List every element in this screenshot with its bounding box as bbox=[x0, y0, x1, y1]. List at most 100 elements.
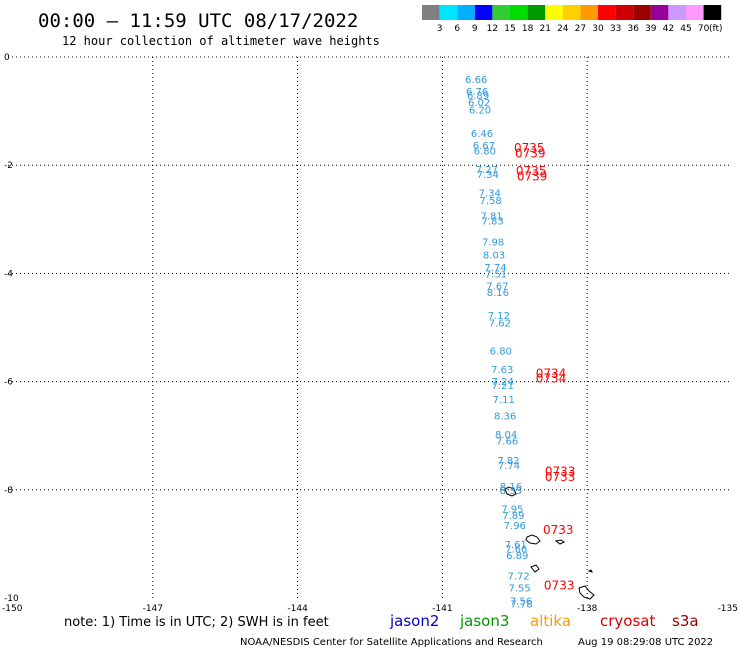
wave-height-label: 7.66 bbox=[496, 436, 518, 447]
wave-height-label: 7.24 bbox=[492, 377, 514, 388]
satellite-legend: jason2 jason3 altika cryosat s3a bbox=[389, 612, 699, 630]
colorbar-label: 36 bbox=[627, 24, 639, 34]
colorbar-swatch bbox=[439, 5, 458, 20]
wave-height-label: 7.61 bbox=[505, 540, 527, 551]
wave-height-label: 6.89 bbox=[467, 91, 489, 102]
wave-height-label: 8.04 bbox=[495, 430, 517, 441]
x-tick-label: -141 bbox=[432, 604, 452, 614]
colorbar-swatch bbox=[686, 5, 704, 20]
colorbar-label: 18 bbox=[522, 24, 534, 34]
wave-height-label: 6.20 bbox=[469, 105, 491, 116]
time-label: 0733 bbox=[543, 523, 574, 537]
colorbar-label: 45 bbox=[680, 24, 691, 34]
colorbar-unit: (ft) bbox=[709, 24, 723, 34]
colorbar-swatch bbox=[668, 5, 686, 20]
wave-height-label: 6.66 bbox=[465, 75, 487, 86]
colorbar-label: 39 bbox=[645, 24, 657, 34]
time-label: 0739 bbox=[515, 147, 546, 161]
wave-height-label: 6.67 bbox=[473, 141, 495, 152]
data-labels: 6.666.766.896.026.206.466.676.807.277.34… bbox=[465, 75, 575, 611]
y-tick-label: 0 bbox=[4, 53, 10, 63]
wave-height-label: 7.72 bbox=[508, 572, 530, 583]
wave-height-label: 7.62 bbox=[489, 318, 511, 329]
wave-height-label: 7.83 bbox=[481, 217, 503, 228]
coastline-island-4 bbox=[530, 564, 540, 573]
wave-height-label: 8.16 bbox=[500, 482, 522, 493]
footer-credit: NOAA/NESDIS Center for Satellite Applica… bbox=[240, 637, 543, 648]
colorbar-label: 12 bbox=[487, 24, 498, 34]
colorbar-swatch bbox=[527, 5, 546, 20]
wave-height-label: 6.80 bbox=[490, 347, 512, 358]
y-tick-label: -8 bbox=[4, 486, 13, 496]
wave-height-label: 7.63 bbox=[491, 365, 513, 376]
x-tick-label: -135 bbox=[718, 604, 738, 614]
colorbar-swatch bbox=[457, 5, 475, 20]
wave-height-label: 7.81 bbox=[480, 211, 502, 222]
time-label: 0733 bbox=[545, 470, 576, 484]
colorbar-swatch bbox=[510, 5, 528, 20]
colorbar-swatch bbox=[545, 5, 563, 20]
footer-note: note: 1) Time is in UTC; 2) SWH is in fe… bbox=[64, 615, 329, 630]
page-title: 00:00 – 11:59 UTC 08/17/2022 bbox=[38, 10, 358, 32]
time-label: 0739 bbox=[517, 169, 548, 183]
x-tick-label: -150 bbox=[2, 604, 23, 614]
time-label: 0733 bbox=[544, 578, 575, 592]
page-subtitle: 12 hour collection of altimeter wave hei… bbox=[62, 34, 380, 48]
wave-height-label: 7.58 bbox=[480, 196, 502, 207]
satellite-legend-s3a: s3a bbox=[672, 612, 699, 630]
wave-height-label: 7.78 bbox=[510, 600, 532, 611]
coastline-island-6 bbox=[587, 569, 593, 573]
colorbar-label: 6 bbox=[454, 24, 460, 34]
wave-height-label: 6.76 bbox=[466, 87, 488, 98]
time-label: 0734 bbox=[536, 372, 567, 386]
wave-height-label: 7.98 bbox=[482, 237, 504, 248]
satellite-legend-jason2: jason2 bbox=[389, 612, 439, 630]
wave-height-label: 7.11 bbox=[493, 395, 515, 406]
wave-height-label: 7.12 bbox=[488, 311, 510, 322]
colorbar-label: 33 bbox=[610, 24, 621, 34]
satellite-legend-cryosat: cryosat bbox=[600, 612, 655, 630]
colorbar-swatch bbox=[703, 5, 722, 20]
wave-height-label: 6.02 bbox=[468, 98, 490, 109]
wave-height-label: 6.46 bbox=[471, 129, 493, 140]
wave-height-label: 7.27 bbox=[476, 165, 498, 176]
colorbar-label: 27 bbox=[575, 24, 586, 34]
colorbar-swatch bbox=[615, 5, 634, 20]
time-label: 0733 bbox=[545, 465, 576, 479]
x-tick-label: -144 bbox=[287, 604, 308, 614]
gridlines bbox=[8, 56, 732, 598]
footer-timestamp: Aug 19 08:29:08 UTC 2022 bbox=[578, 637, 713, 648]
wave-height-label: 8.36 bbox=[494, 411, 516, 422]
wave-height-label: 8.16 bbox=[487, 288, 509, 299]
wave-height-label: 7.67 bbox=[486, 282, 508, 293]
colorbar-swatch bbox=[474, 5, 493, 20]
wave-height-label: 7.51 bbox=[485, 270, 507, 281]
y-tick-label: -10 bbox=[4, 594, 19, 604]
colorbar-label: 3 bbox=[437, 24, 443, 34]
wave-height-label: 6.80 bbox=[474, 146, 496, 157]
wave-height-label: 7.96 bbox=[504, 521, 526, 532]
wave-height-label: 6.89 bbox=[506, 551, 528, 562]
colorbar-swatch bbox=[598, 5, 616, 20]
colorbar-label: 15 bbox=[504, 24, 515, 34]
x-tick-label: -147 bbox=[143, 604, 163, 614]
x-tick-label: -138 bbox=[577, 604, 598, 614]
colorbar-label: 9 bbox=[472, 24, 478, 34]
time-label: 0735 bbox=[516, 164, 547, 178]
coastline-island-5 bbox=[578, 585, 595, 600]
coastline bbox=[504, 486, 595, 600]
wave-height-label: 7.21 bbox=[492, 381, 514, 392]
y-tick-label: -6 bbox=[4, 378, 13, 388]
plot-area: 0 -2 -4 -6 -8 -10-150 -147 -144 -141 -138 -135 6.6… bbox=[2, 53, 738, 614]
wave-height-label: 7.55 bbox=[508, 584, 530, 595]
axis-ticks: 0 -2 -4 -6 -8 -10-150 -147 -144 -141 -138 -135 bbox=[2, 53, 738, 614]
colorbar-label: 70 bbox=[698, 24, 710, 34]
satellite-legend-altika: altika bbox=[530, 612, 571, 630]
colorbar-labels: 3 6 9 12 15 18 21 24 27 30 33 36 39 42 45 70 bbox=[437, 24, 710, 34]
colorbar-swatch bbox=[492, 5, 510, 20]
wave-height-label: 7.95 bbox=[501, 505, 523, 516]
coastline-island-3 bbox=[554, 539, 565, 545]
y-tick-label: -2 bbox=[4, 161, 13, 171]
colorbar-label: 24 bbox=[557, 24, 569, 34]
colorbar-swatch bbox=[580, 5, 598, 20]
